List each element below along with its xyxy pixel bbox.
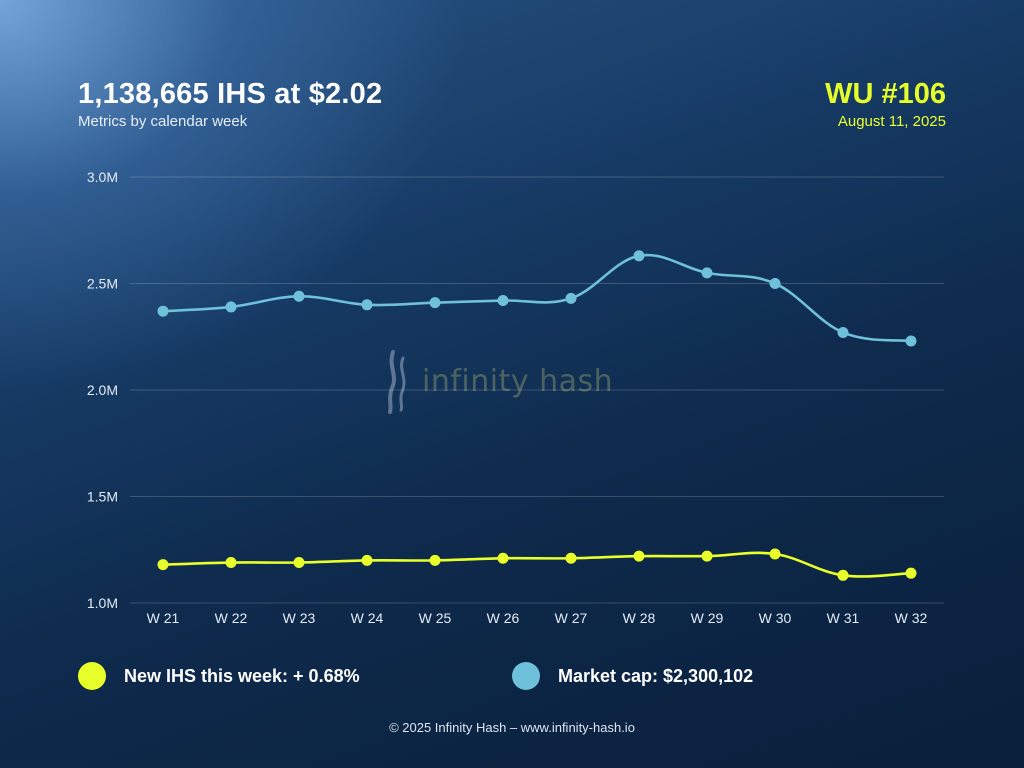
y-tick-label: 3.0M [87, 169, 118, 185]
legend-ihs-label: New IHS this week: + 0.68% [124, 665, 360, 686]
data-point [837, 326, 849, 338]
data-point [497, 295, 509, 307]
x-tick-label: W 28 [623, 610, 656, 626]
data-point [701, 550, 713, 562]
y-axis-ticks: 1.0M 1.5M 2.0M 2.5M 3.0M [87, 169, 118, 611]
data-point [497, 552, 509, 564]
y-tick-label: 1.0M [87, 595, 118, 611]
x-tick-label: W 24 [351, 610, 384, 626]
y-tick-label: 1.5M [87, 489, 118, 505]
data-point [769, 278, 781, 289]
legend-ihs: New IHS this week: + 0.68% [78, 662, 360, 690]
data-point [633, 550, 645, 562]
data-point [429, 554, 441, 566]
data-point [633, 250, 645, 262]
legend-market-cap-label: Market cap: $2,300,102 [558, 665, 754, 686]
data-point [157, 305, 169, 317]
data-point [701, 267, 713, 279]
x-tick-label: W 29 [691, 610, 724, 626]
data-point [157, 559, 169, 571]
y-tick-label: 2.5M [87, 276, 118, 292]
line-chart: 1.0M1.5M2.0M2.5M3.0M W 21 W 22 W 23 W 24 W 2… [86, 169, 944, 626]
page-title: 1,138,665 IHS at $2.02 [78, 78, 383, 110]
data-point [225, 301, 237, 313]
x-tick-label: W 22 [215, 610, 248, 626]
x-tick-label: W 26 [487, 610, 520, 626]
legend-ihs-dot [78, 662, 106, 690]
x-tick-label: W 25 [419, 610, 452, 626]
series-line [162, 551, 912, 578]
x-tick-label: W 21 [147, 610, 180, 626]
watermark-text: infinity hash [422, 363, 614, 399]
x-tick-label: W 31 [827, 610, 860, 626]
series-line [162, 253, 912, 343]
data-point [565, 552, 577, 564]
x-tick-label: W 23 [283, 610, 316, 626]
infinity-hash-logo-icon [388, 350, 406, 414]
data-point [905, 567, 917, 579]
footer-copyright: © 2025 Infinity Hash – www.infinity-hash… [389, 720, 635, 735]
data-point [769, 548, 781, 560]
data-point [905, 335, 917, 347]
data-point [429, 297, 441, 309]
page-subtitle: Metrics by calendar week [78, 113, 248, 130]
report-date: August 11, 2025 [837, 113, 946, 130]
y-tick-label: 2.0M [87, 382, 118, 398]
series-lines [162, 253, 912, 578]
x-axis-ticks: W 21 W 22 W 23 W 24 W 25 W 26 W 27 W 28 W 29 W 30… [147, 610, 928, 626]
wu-number: WU #106 [825, 78, 946, 110]
data-point [361, 554, 373, 566]
x-tick-label: W 27 [555, 610, 588, 626]
data-point [361, 299, 373, 311]
legend-market-cap: Market cap: $2,300,102 [512, 662, 753, 690]
data-point [293, 290, 305, 302]
data-point [565, 292, 577, 304]
x-tick-label: W 30 [759, 610, 792, 626]
data-point [837, 569, 849, 581]
x-tick-label: W 32 [895, 610, 928, 626]
data-point [293, 557, 305, 569]
legend-market-cap-dot [512, 662, 540, 690]
data-point [225, 557, 237, 569]
watermark-logo: infinity hash [384, 348, 613, 414]
series-points [157, 250, 917, 581]
grid-lines [130, 176, 944, 604]
